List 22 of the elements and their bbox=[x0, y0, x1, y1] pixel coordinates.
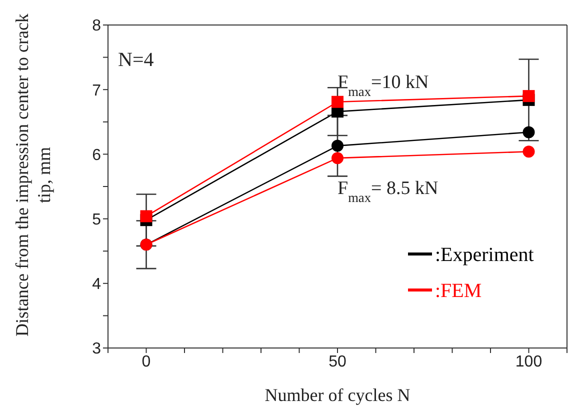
y-tick-label: 5 bbox=[92, 211, 102, 228]
x-tick-label: 50 bbox=[328, 353, 346, 370]
point bbox=[332, 152, 344, 164]
annotation: F$_{max}$= 8.5 kN bbox=[338, 178, 438, 204]
point bbox=[522, 126, 535, 138]
x-tick-label: 100 bbox=[515, 353, 542, 370]
annotation: N=4 bbox=[118, 49, 154, 71]
y-tick-label: 6 bbox=[92, 146, 102, 164]
point bbox=[522, 90, 535, 102]
point bbox=[140, 210, 152, 222]
x-tick-label: 0 bbox=[142, 353, 151, 370]
y-tick-label: 3 bbox=[92, 340, 102, 358]
y-tick-label: 7 bbox=[92, 82, 102, 100]
legend-label: :FEM bbox=[435, 280, 482, 302]
point bbox=[332, 140, 344, 152]
y-tick-label: 8 bbox=[92, 18, 102, 35]
point bbox=[332, 96, 344, 108]
y-tick-label: 4 bbox=[92, 276, 102, 294]
legend-label: :Experiment bbox=[435, 244, 534, 266]
y-axis-title: Distance from the impression center to crack tip, mm bbox=[11, 12, 55, 338]
x-axis-title: Number of cycles N bbox=[264, 384, 410, 405]
point bbox=[522, 146, 535, 158]
